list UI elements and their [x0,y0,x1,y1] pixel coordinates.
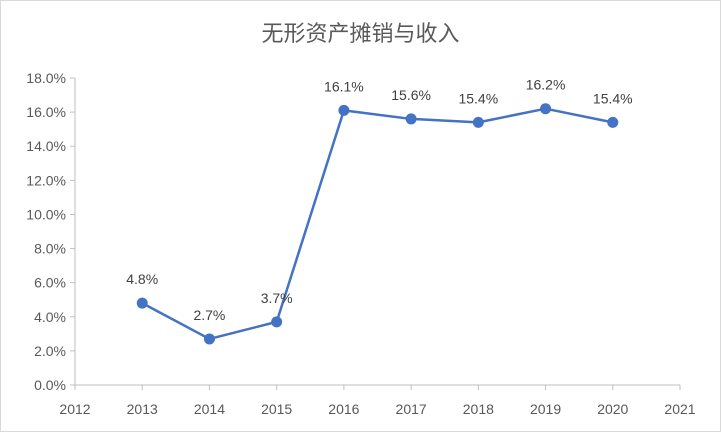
y-tick-label: 14.0% [26,138,66,154]
x-tick-label: 2014 [194,401,225,417]
data-point [136,297,148,309]
x-tick-label: 2019 [530,401,561,417]
data-point [338,104,350,116]
y-tick-label: 8.0% [34,241,66,257]
data-point [540,103,552,115]
y-tick-label: 12.0% [26,172,66,188]
y-tick-label: 0.0% [34,377,66,393]
data-point [203,333,215,345]
data-label: 15.4% [593,90,633,106]
data-point [271,316,283,328]
x-tick-label: 2013 [127,401,158,417]
data-label: 16.1% [324,78,364,94]
data-label: 15.6% [391,87,431,103]
data-label: 16.2% [526,77,566,93]
data-label: 15.4% [458,90,498,106]
data-label: 4.8% [126,271,158,287]
x-tick-label: 2021 [664,401,695,417]
data-point [405,113,417,125]
x-tick-label: 2015 [261,401,292,417]
y-tick-label: 6.0% [34,275,66,291]
series-line [141,107,614,341]
data-label: 3.7% [261,290,293,306]
data-label: 2.7% [193,307,225,323]
y-tick-label: 10.0% [26,206,66,222]
data-point [472,116,484,128]
data-point [607,116,619,128]
chart-title: 无形资产摊销与收入 [261,22,460,47]
x-tick-label: 2012 [59,401,90,417]
y-tick-label: 18.0% [26,70,66,86]
x-tick-label: 2020 [597,401,628,417]
x-tick-label: 2017 [396,401,427,417]
y-tick-label: 4.0% [34,309,66,325]
y-tick-label: 16.0% [26,104,66,120]
x-tick-label: 2018 [463,401,494,417]
y-tick-label: 2.0% [34,343,66,359]
x-tick-label: 2016 [328,401,359,417]
